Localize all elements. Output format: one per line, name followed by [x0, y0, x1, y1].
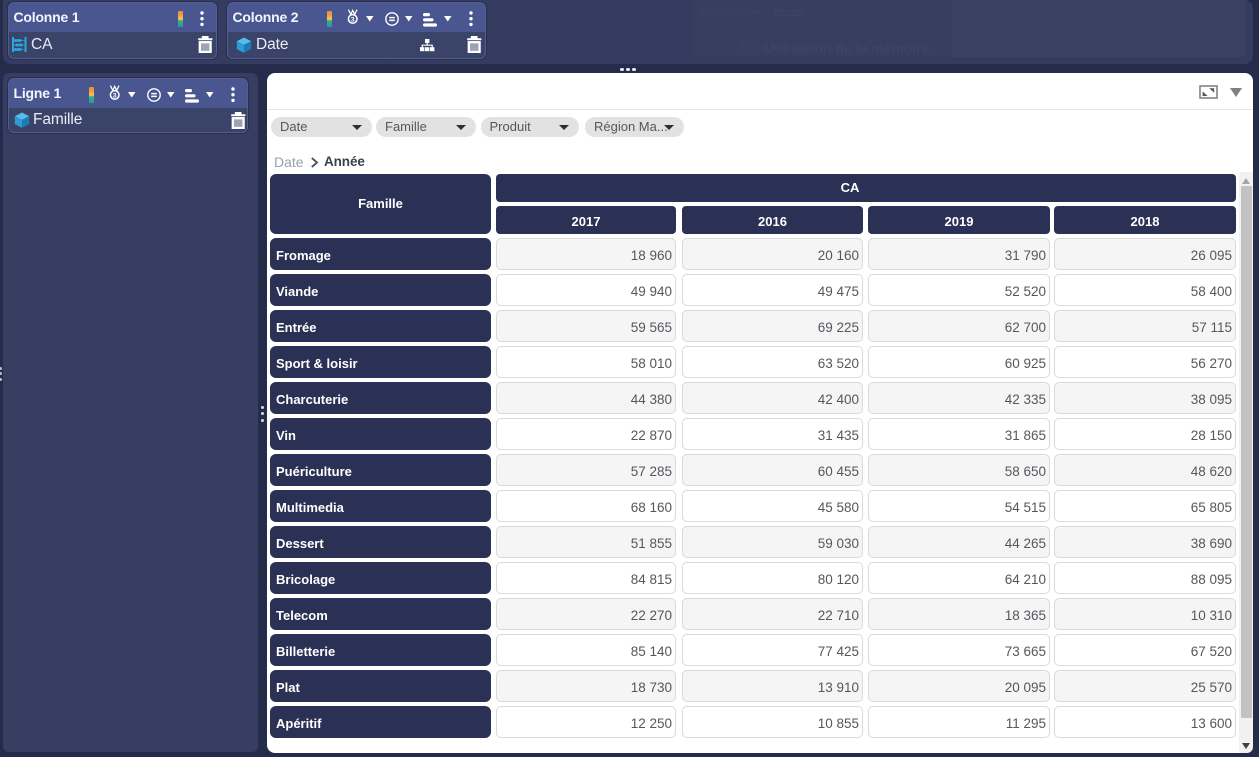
svg-text:3: 3: [113, 93, 117, 100]
svg-text:3: 3: [351, 17, 355, 24]
